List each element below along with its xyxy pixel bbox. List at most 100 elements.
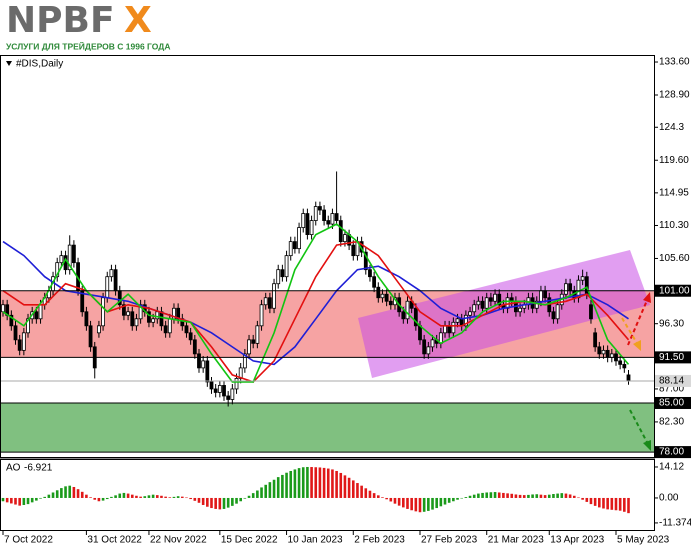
ao-bar bbox=[114, 495, 117, 498]
ao-bar bbox=[176, 496, 180, 498]
ao-bar bbox=[43, 496, 46, 498]
ao-bar bbox=[5, 497, 9, 503]
candle-body bbox=[88, 325, 93, 348]
candle-body bbox=[609, 353, 614, 358]
ao-bar bbox=[268, 482, 272, 498]
ao-bar bbox=[122, 492, 126, 498]
candle-body bbox=[101, 297, 105, 327]
ao-bar bbox=[155, 495, 159, 498]
candle-body bbox=[242, 353, 247, 369]
candle-body bbox=[468, 311, 472, 316]
level-label: 78.00 bbox=[659, 447, 684, 458]
candle-body bbox=[276, 269, 281, 285]
ao-bar bbox=[97, 497, 101, 502]
ao-bar bbox=[439, 497, 443, 507]
ao-bar bbox=[101, 497, 105, 501]
candle-body bbox=[230, 388, 235, 400]
ao-bar bbox=[135, 495, 138, 498]
candle-body bbox=[134, 318, 139, 327]
ao-bar bbox=[606, 497, 609, 510]
ao-bar bbox=[527, 494, 530, 498]
candle-body bbox=[363, 251, 368, 271]
ao-bar bbox=[543, 495, 547, 498]
ao-bar bbox=[210, 497, 213, 509]
ao-bar bbox=[151, 494, 155, 498]
ao-bar bbox=[556, 493, 559, 498]
candle-body bbox=[430, 339, 435, 348]
candle-body bbox=[313, 206, 318, 221]
ao-bar bbox=[89, 497, 92, 498]
symbol-title: #DIS,Daily bbox=[16, 59, 63, 70]
ao-bar bbox=[443, 497, 447, 505]
logo-main: NPBF bbox=[6, 0, 115, 41]
ao-bar bbox=[185, 497, 188, 499]
candle-body bbox=[109, 269, 114, 278]
ao-bar bbox=[577, 497, 580, 499]
candle-body bbox=[618, 360, 623, 365]
candle-body bbox=[555, 304, 560, 320]
ao-bar bbox=[197, 497, 201, 503]
ao-bar bbox=[456, 497, 459, 500]
candle-body bbox=[1, 304, 5, 313]
y-tick-label: 82.30 bbox=[659, 417, 684, 428]
candle-body bbox=[34, 311, 39, 320]
ao-bar bbox=[502, 492, 505, 498]
candle-body bbox=[497, 293, 502, 306]
ao-bar bbox=[331, 469, 334, 498]
candle-body bbox=[184, 325, 189, 334]
ao-bar bbox=[247, 495, 251, 498]
arrowhead bbox=[643, 292, 651, 303]
ao-bar bbox=[531, 494, 534, 498]
candle-body bbox=[247, 339, 251, 355]
candle-body bbox=[71, 244, 76, 264]
ao-bar bbox=[360, 485, 363, 498]
ao-bar bbox=[614, 497, 618, 511]
ao-bar bbox=[72, 486, 76, 498]
candle-body bbox=[463, 314, 468, 327]
x-tick-label: 13 Apr 2023 bbox=[550, 535, 604, 546]
ao-bar bbox=[510, 493, 514, 498]
ao-bar bbox=[222, 497, 226, 509]
candle-body bbox=[472, 304, 477, 313]
y-tick-label: 110.30 bbox=[659, 220, 689, 231]
ao-bar bbox=[235, 497, 238, 504]
ao-bar bbox=[472, 494, 476, 498]
level-label: 91.50 bbox=[659, 352, 684, 363]
candle-body bbox=[597, 346, 602, 355]
y-tick-label: 128.90 bbox=[659, 90, 690, 101]
ao-bar bbox=[310, 467, 313, 498]
candle-body bbox=[9, 314, 14, 327]
y-tick-label: 87.00 bbox=[659, 384, 684, 395]
ao-bar bbox=[26, 497, 30, 505]
candle-body bbox=[338, 220, 343, 243]
candle-body bbox=[59, 255, 64, 264]
ao-bar bbox=[214, 497, 217, 509]
candle-body bbox=[17, 339, 22, 351]
ao-bar bbox=[593, 497, 597, 506]
ao-bar bbox=[468, 495, 472, 498]
ao-bar bbox=[572, 495, 576, 498]
ao-bar bbox=[30, 497, 34, 503]
x-tick-label: 15 Dec 2022 bbox=[221, 535, 278, 546]
x-tick-label: 10 Jan 2023 bbox=[288, 535, 343, 546]
ao-bar bbox=[276, 477, 280, 498]
level-label-bg bbox=[655, 284, 691, 297]
ao-bar bbox=[485, 492, 489, 498]
ao-bar bbox=[289, 470, 293, 498]
candle-body bbox=[455, 318, 460, 323]
candle-body bbox=[21, 332, 26, 351]
arrowhead bbox=[633, 340, 641, 351]
candle-body bbox=[222, 385, 226, 397]
candle-body bbox=[155, 311, 160, 320]
ao-bar bbox=[60, 488, 63, 498]
symbol-marker bbox=[6, 61, 12, 66]
ao-bar bbox=[47, 494, 51, 498]
ao-bar bbox=[118, 493, 122, 498]
candle-body bbox=[476, 300, 481, 306]
ao-bar bbox=[10, 497, 13, 504]
x-tick-label: 22 Nov 2022 bbox=[150, 535, 207, 546]
candle-body bbox=[159, 311, 164, 327]
candle-body bbox=[426, 346, 431, 355]
candle-body bbox=[443, 325, 447, 334]
